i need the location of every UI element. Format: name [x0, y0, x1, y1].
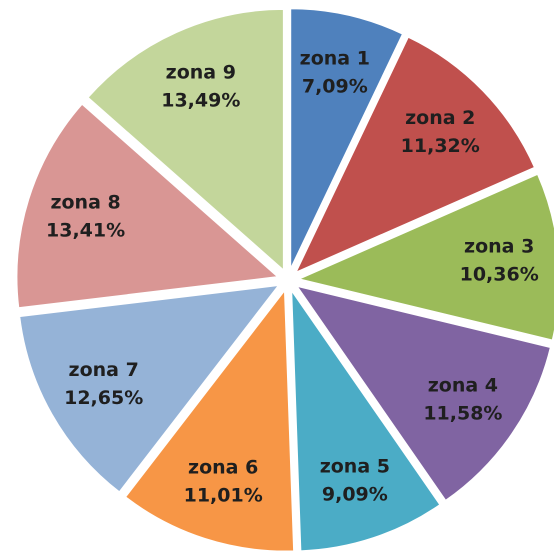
pie-slice [290, 286, 442, 553]
slice-name: zona 2 [405, 107, 475, 129]
pie-slice [289, 7, 405, 271]
slice-name: zona 1 [300, 48, 370, 70]
pie-slice [294, 172, 554, 342]
pie-slice [15, 102, 281, 310]
slice-name: zona 6 [188, 456, 258, 478]
slice-name: zona 4 [428, 374, 498, 396]
slice-percent: 7,09% [302, 76, 368, 98]
slice-percent: 9,09% [322, 484, 388, 506]
slice-percent: 13,41% [46, 219, 125, 241]
slice-percent: 11,01% [184, 484, 263, 506]
slice-percent: 13,49% [161, 89, 240, 111]
pie-slice [123, 286, 296, 553]
pie-slice [18, 283, 282, 494]
pie-slice [86, 7, 285, 274]
slice-name: zona 7 [69, 359, 139, 381]
pie-slice [293, 284, 553, 503]
slice-percent: 10,36% [460, 264, 539, 286]
slice-percent: 12,65% [64, 387, 143, 409]
slice-name: zona 5 [320, 456, 390, 478]
slice-name: zona 3 [464, 236, 534, 258]
slice-percent: 11,32% [401, 135, 480, 157]
slice-name: zona 8 [50, 191, 120, 213]
slice-name: zona 9 [166, 61, 236, 83]
pie-slice [293, 35, 537, 276]
slice-percent: 11,58% [423, 402, 502, 424]
